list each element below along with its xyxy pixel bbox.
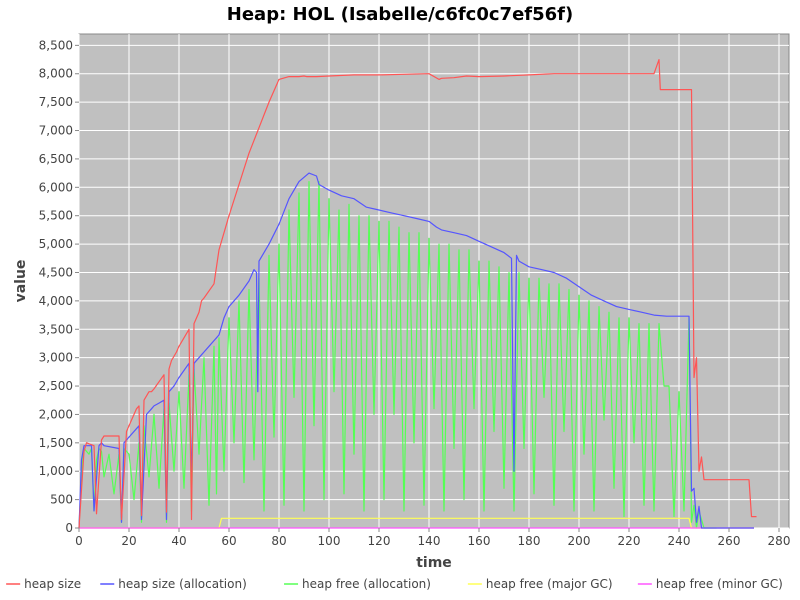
series-line-heap-free-allocation [78,181,717,529]
x-tick-label: 40 [171,534,186,548]
x-tick-label: 140 [418,534,441,548]
y-tick-label: 8,500 [39,38,73,52]
y-tick-label: 1,500 [39,436,73,450]
x-tick-label: 180 [518,534,541,548]
legend-item: heap size [6,577,81,591]
y-tick-label: 5,000 [39,237,73,251]
y-tick-label: 2,500 [39,379,73,393]
y-tick-label: 4,500 [39,265,73,279]
y-tick-label: 6,000 [39,180,73,194]
legend-label: heap size (allocation) [118,577,247,591]
y-tick-label: 2,000 [39,407,73,421]
y-tick-label: 5,500 [39,209,73,223]
y-tick-label: 8,000 [39,67,73,81]
y-tick-label: 3,000 [39,351,73,365]
chart-title: Heap: HOL (Isabelle/c6fc0c7ef56f) [227,4,573,25]
x-tick-label: 0 [75,534,83,548]
y-tick-label: 7,500 [39,95,73,109]
x-tick-label: 60 [221,534,236,548]
y-tick-label: 4,000 [39,294,73,308]
legend-label: heap free (minor GC) [656,577,783,591]
y-tick-label: 0 [65,521,73,535]
x-tick-label: 260 [718,534,741,548]
y-tick-label: 7,000 [39,124,73,138]
y-tick-label: 6,500 [39,152,73,166]
legend-label: heap free (allocation) [302,577,431,591]
legend-item: heap free (allocation) [284,577,431,591]
x-tick-label: 120 [368,534,391,548]
series-line-heap-size [78,58,757,529]
x-tick-label: 80 [271,534,286,548]
x-tick-label: 20 [121,534,136,548]
x-axis-label: time [416,555,452,571]
y-tick-label: 1,000 [39,464,73,478]
legend-label: heap free (major GC) [486,577,613,591]
series-line-heap-size-allocation [78,172,754,529]
x-tick-label: 220 [618,534,641,548]
plot-area [78,33,790,529]
x-tick-label: 100 [318,534,341,548]
axes: 0 500 1,000 1,500 2,000 2,500 3,000 3,500 4,000 4… [39,38,791,548]
legend: heap size heap size (allocation) heap free… [6,577,783,591]
series-layer [78,58,757,529]
y-axis-label: value [13,260,29,303]
y-tick-label: 3,500 [39,322,73,336]
x-tick-label: 240 [668,534,691,548]
legend-item: heap size (allocation) [100,577,247,591]
y-tick-label: 500 [50,493,73,507]
legend-item: heap free (major GC) [467,577,613,591]
legend-label: heap size [24,577,81,591]
legend-item: heap free (minor GC) [637,577,783,591]
x-tick-label: 280 [768,534,791,548]
x-tick-label: 160 [468,534,491,548]
x-tick-label: 200 [568,534,591,548]
